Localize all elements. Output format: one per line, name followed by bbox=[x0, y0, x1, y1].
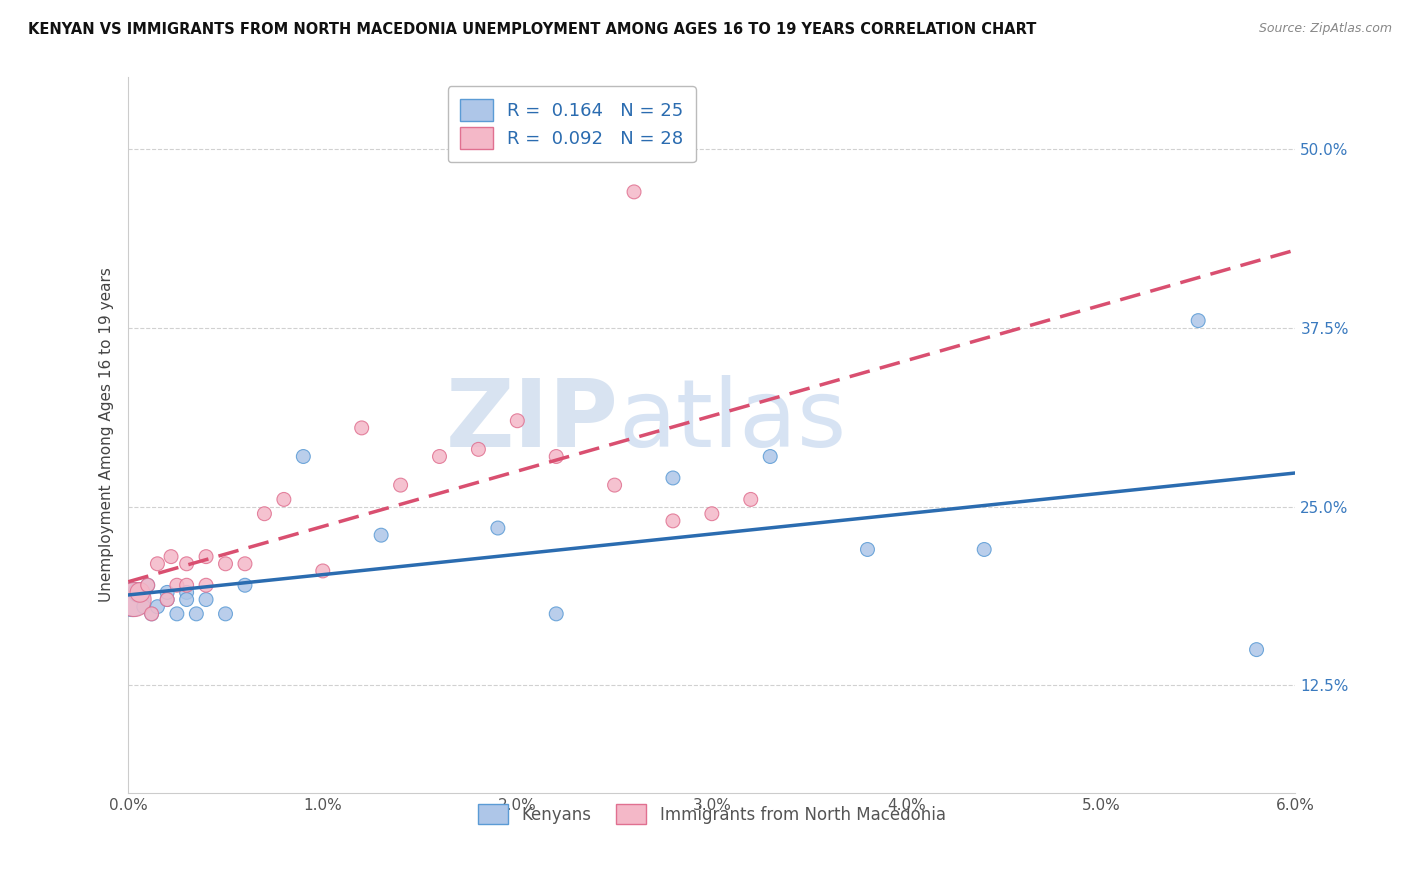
Point bbox=[195, 592, 218, 607]
Point bbox=[136, 578, 159, 592]
Point bbox=[273, 492, 295, 507]
Point bbox=[146, 557, 169, 571]
Point bbox=[127, 585, 149, 599]
Point bbox=[214, 557, 236, 571]
Point bbox=[129, 585, 152, 599]
Point bbox=[312, 564, 335, 578]
Point bbox=[467, 442, 489, 457]
Point bbox=[506, 414, 529, 428]
Point bbox=[156, 585, 179, 599]
Legend: Kenyans, Immigrants from North Macedonia: Kenyans, Immigrants from North Macedonia bbox=[468, 794, 956, 834]
Point bbox=[603, 478, 626, 492]
Point bbox=[132, 599, 155, 614]
Point bbox=[546, 607, 568, 621]
Point bbox=[195, 549, 218, 564]
Point bbox=[389, 478, 412, 492]
Point bbox=[370, 528, 392, 542]
Point bbox=[186, 607, 208, 621]
Point bbox=[1246, 642, 1268, 657]
Text: ZIP: ZIP bbox=[446, 375, 619, 467]
Point bbox=[214, 607, 236, 621]
Point bbox=[486, 521, 509, 535]
Point bbox=[546, 450, 568, 464]
Point bbox=[700, 507, 723, 521]
Point bbox=[350, 421, 373, 435]
Point bbox=[623, 185, 645, 199]
Point bbox=[740, 492, 762, 507]
Point bbox=[292, 450, 315, 464]
Point bbox=[195, 578, 218, 592]
Point bbox=[166, 578, 188, 592]
Point bbox=[176, 585, 198, 599]
Point bbox=[136, 578, 159, 592]
Point bbox=[156, 592, 179, 607]
Point bbox=[662, 471, 685, 485]
Point bbox=[146, 599, 169, 614]
Point bbox=[233, 557, 256, 571]
Point bbox=[176, 578, 198, 592]
Point bbox=[176, 557, 198, 571]
Point bbox=[141, 607, 163, 621]
Text: Source: ZipAtlas.com: Source: ZipAtlas.com bbox=[1258, 22, 1392, 36]
Text: atlas: atlas bbox=[619, 375, 846, 467]
Y-axis label: Unemployment Among Ages 16 to 19 years: Unemployment Among Ages 16 to 19 years bbox=[100, 268, 114, 602]
Point bbox=[160, 549, 183, 564]
Text: KENYAN VS IMMIGRANTS FROM NORTH MACEDONIA UNEMPLOYMENT AMONG AGES 16 TO 19 YEARS: KENYAN VS IMMIGRANTS FROM NORTH MACEDONI… bbox=[28, 22, 1036, 37]
Point bbox=[973, 542, 995, 557]
Point bbox=[141, 607, 163, 621]
Point bbox=[176, 592, 198, 607]
Point bbox=[166, 607, 188, 621]
Point bbox=[122, 592, 145, 607]
Point bbox=[1187, 313, 1209, 327]
Point bbox=[759, 450, 782, 464]
Point bbox=[429, 450, 451, 464]
Point bbox=[233, 578, 256, 592]
Point bbox=[156, 592, 179, 607]
Point bbox=[121, 592, 143, 607]
Point bbox=[253, 507, 276, 521]
Point bbox=[856, 542, 879, 557]
Point bbox=[662, 514, 685, 528]
